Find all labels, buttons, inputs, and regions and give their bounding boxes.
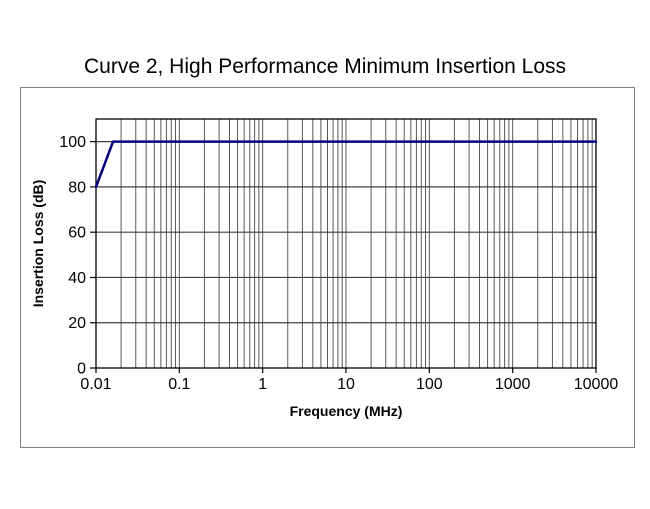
insertion-loss-line-chart: 0.01 0.1 1 10 100 1000 10000 0 20 40 60 80 100 Freque… — [30, 118, 618, 419]
chart-frame: 0.01 0.1 1 10 100 1000 10000 0 20 40 60 80 100 Freque… — [20, 87, 635, 448]
chart-title: Curve 2, High Performance Minimum Insert… — [83, 55, 566, 78]
curve-line — [94, 140, 598, 189]
x-tick-label: 1 — [258, 376, 267, 393]
x-tick-label: 1000 — [495, 376, 531, 393]
y-axis-label: Insertion Loss (dB) — [30, 180, 46, 308]
x-axis-label: Frequency (MHz) — [290, 403, 403, 419]
minor-x-gridlines — [120, 119, 593, 368]
x-tick-label: 10 — [337, 376, 355, 393]
major-x-gridlines — [178, 119, 514, 368]
x-tick-label: 0.01 — [80, 376, 111, 393]
y-tick-label: 0 — [77, 361, 86, 378]
y-tick-label: 100 — [59, 134, 86, 151]
x-tick-label: 10000 — [574, 376, 619, 393]
y-tick-label: 40 — [68, 270, 86, 287]
x-tick-label: 100 — [416, 376, 443, 393]
y-tick-labels: 0 20 40 60 80 100 — [59, 134, 86, 377]
y-tick-label: 60 — [68, 225, 86, 242]
axis-ticks — [90, 141, 597, 373]
x-tick-labels: 0.01 0.1 1 10 100 1000 10000 — [80, 376, 618, 393]
y-tick-label: 20 — [68, 315, 86, 332]
x-tick-label: 0.1 — [168, 376, 190, 393]
y-tick-label: 80 — [68, 179, 86, 196]
